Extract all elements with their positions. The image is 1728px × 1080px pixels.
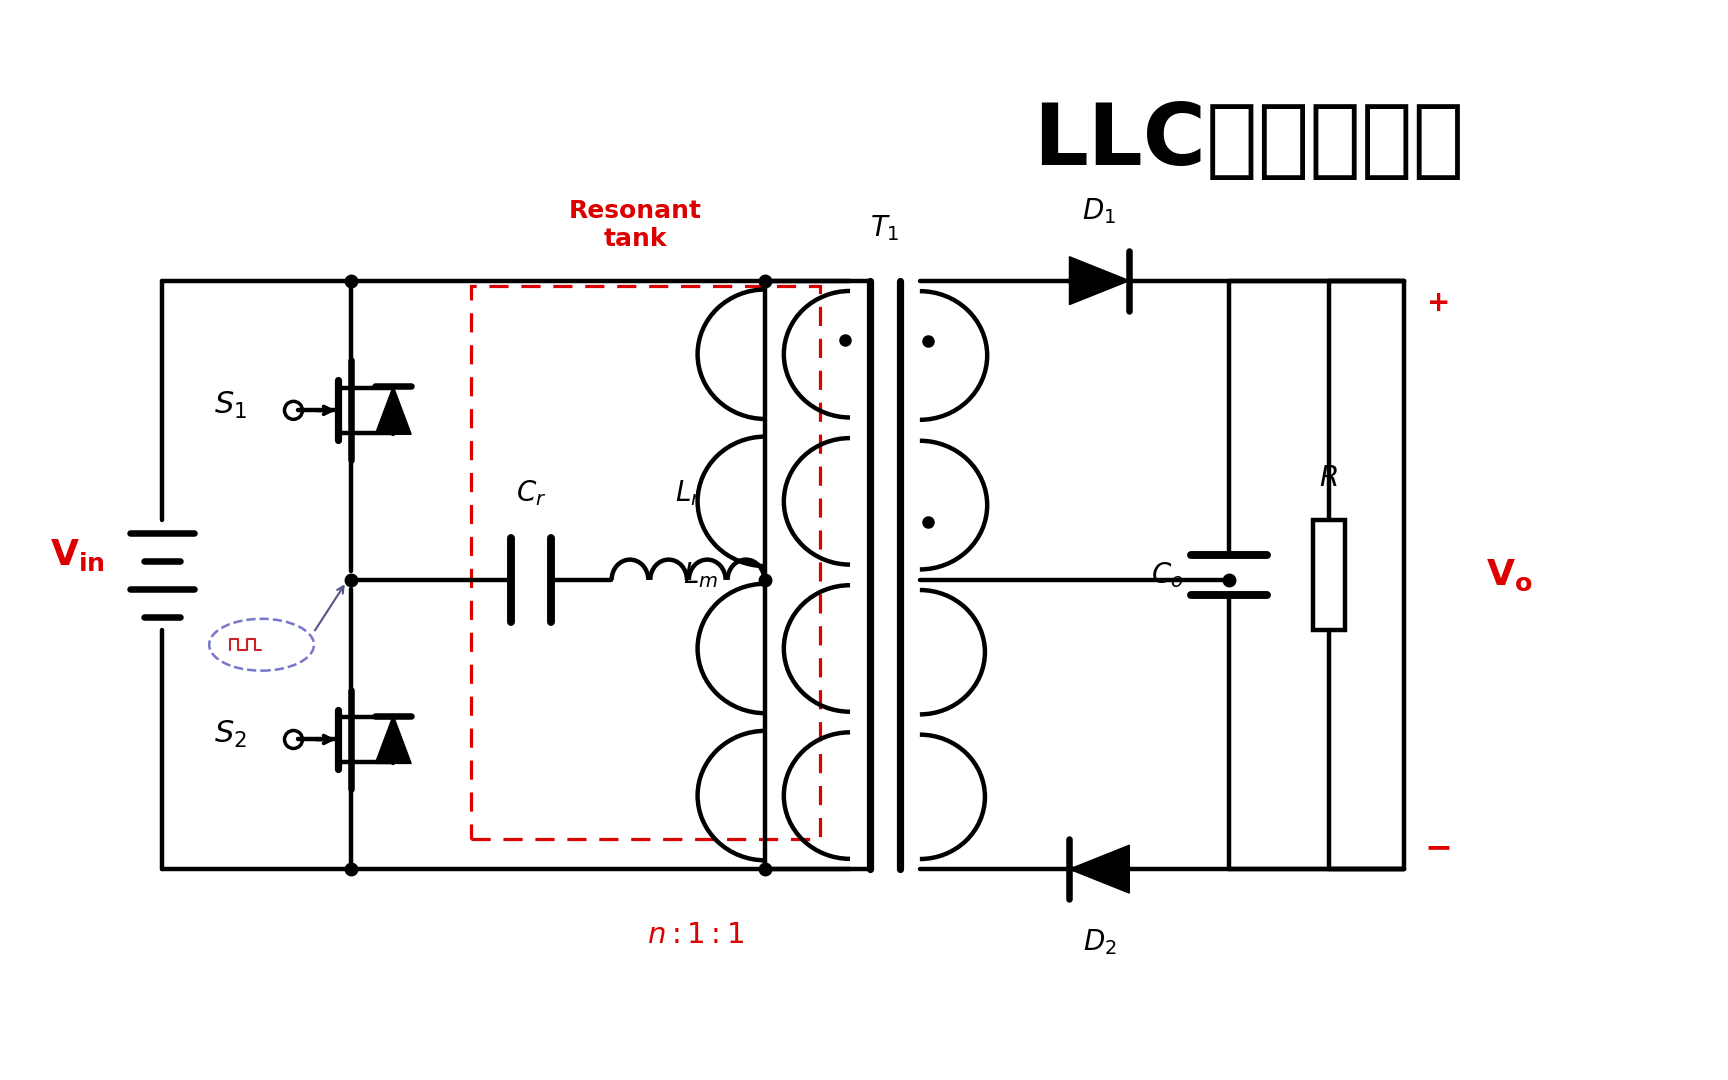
Text: $C_r$: $C_r$: [515, 478, 546, 508]
Text: $S_2$: $S_2$: [214, 719, 247, 750]
Bar: [1313, 521, 1344, 630]
Text: Resonant
tank: Resonant tank: [569, 199, 702, 251]
Bar: [472, 285, 821, 839]
Text: $S_1$: $S_1$: [214, 390, 247, 421]
Text: +: +: [1427, 288, 1450, 316]
Polygon shape: [1070, 846, 1130, 893]
Text: $L_r$: $L_r$: [674, 478, 702, 508]
Text: $D_2$: $D_2$: [1082, 927, 1116, 957]
Text: $C_o$: $C_o$: [1151, 561, 1184, 590]
Text: $T_1$: $T_1$: [871, 213, 900, 243]
Text: −: −: [1424, 831, 1453, 864]
Text: $D_1$: $D_1$: [1082, 195, 1116, 226]
Text: $L_m$: $L_m$: [683, 561, 717, 590]
Text: LLC谐振变换器: LLC谐振变换器: [1033, 99, 1465, 183]
Text: $R$: $R$: [1320, 464, 1337, 492]
Text: $\mathbf{V_o}$: $\mathbf{V_o}$: [1486, 557, 1533, 593]
Text: $\mathbf{V_{in}}$: $\mathbf{V_{in}}$: [50, 537, 104, 573]
Polygon shape: [375, 387, 411, 434]
Polygon shape: [375, 716, 411, 764]
Text: $n:1:1$: $n:1:1$: [646, 921, 745, 949]
Polygon shape: [1070, 257, 1130, 305]
